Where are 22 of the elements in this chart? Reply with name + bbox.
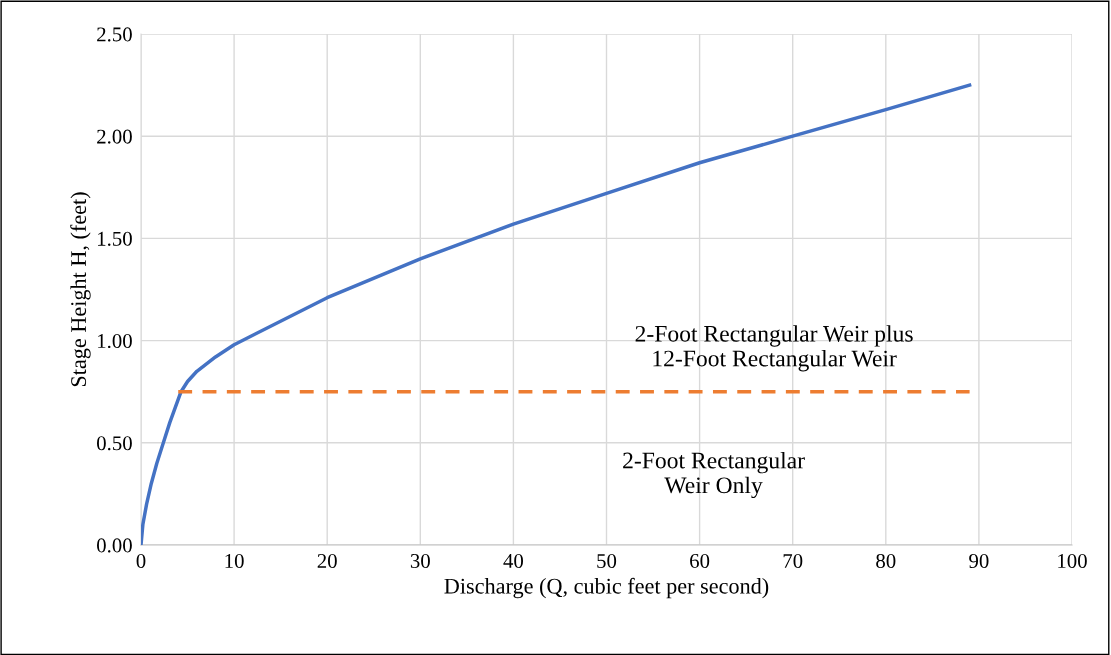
x-tick-label: 40 bbox=[503, 553, 524, 568]
annotation: 2-Foot Rectangular Weir plus 12-Foot Rectangular Weir bbox=[635, 325, 913, 372]
x-tick-label: 0 bbox=[136, 553, 146, 568]
y-axis-title: Stage Height H, (feet) bbox=[70, 192, 91, 387]
x-tick-label: 30 bbox=[410, 553, 430, 568]
y-tick-label: 1.00 bbox=[98, 333, 132, 349]
x-tick-label: 70 bbox=[783, 553, 803, 568]
x-tick-label: 80 bbox=[876, 553, 896, 568]
y-tick-label: 1.50 bbox=[98, 231, 132, 246]
x-tick-label: 60 bbox=[690, 553, 710, 568]
x-tick-label: 100 bbox=[1058, 553, 1087, 568]
y-tick-label: 2.50 bbox=[97, 27, 132, 42]
x-tick-label: 50 bbox=[597, 553, 617, 568]
x-tick-label: 20 bbox=[317, 553, 337, 568]
y-tick-label: 0.00 bbox=[97, 538, 132, 553]
line-series bbox=[141, 83, 972, 545]
y-tick-label: 0.50 bbox=[97, 436, 132, 451]
y-tick-label: 2.00 bbox=[97, 129, 132, 144]
annotation: 2-Foot Rectangular Weir Only bbox=[623, 451, 805, 499]
x-tick-label: 10 bbox=[225, 553, 244, 568]
x-tick-label: 90 bbox=[969, 553, 989, 568]
x-axis-title: Discharge (Q, cubic feet per second) bbox=[444, 577, 769, 599]
